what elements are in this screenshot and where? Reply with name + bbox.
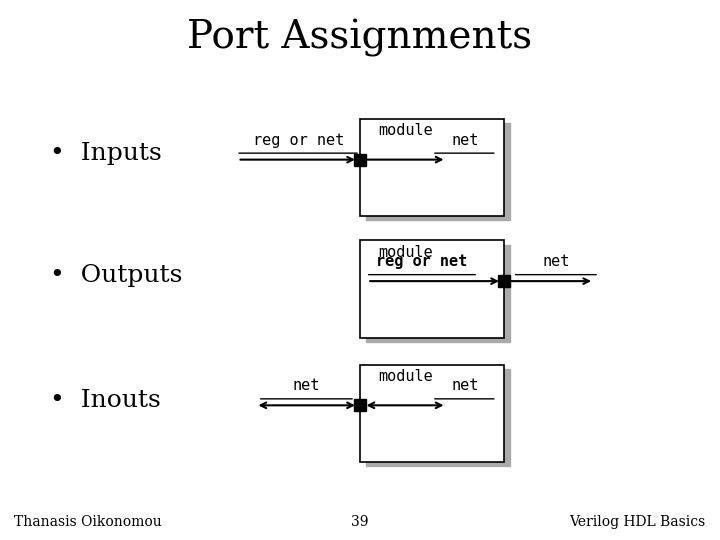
Bar <box>360 119 504 216</box>
Text: net: net <box>451 379 479 394</box>
Text: module: module <box>379 369 433 384</box>
Text: net: net <box>451 133 479 148</box>
Text: Port Assignments: Port Assignments <box>187 19 533 57</box>
Text: •  Inputs: • Inputs <box>50 143 162 165</box>
Text: •  Inouts: • Inouts <box>50 389 161 412</box>
Text: net: net <box>292 379 320 394</box>
Bar <box>360 240 504 338</box>
Bar <box>366 369 510 466</box>
Bar <box>366 123 510 220</box>
Text: reg or net: reg or net <box>253 133 344 148</box>
Text: reg or net: reg or net <box>377 254 467 269</box>
Text: module: module <box>379 245 433 260</box>
Text: module: module <box>379 123 433 138</box>
Text: net: net <box>542 254 570 269</box>
Text: 39: 39 <box>351 515 369 529</box>
Bar <box>360 364 504 462</box>
Text: Thanasis Oikonomou: Thanasis Oikonomou <box>14 515 162 529</box>
Bar <box>366 245 510 342</box>
Text: •  Outputs: • Outputs <box>50 264 183 287</box>
Text: Verilog HDL Basics: Verilog HDL Basics <box>570 515 706 529</box>
